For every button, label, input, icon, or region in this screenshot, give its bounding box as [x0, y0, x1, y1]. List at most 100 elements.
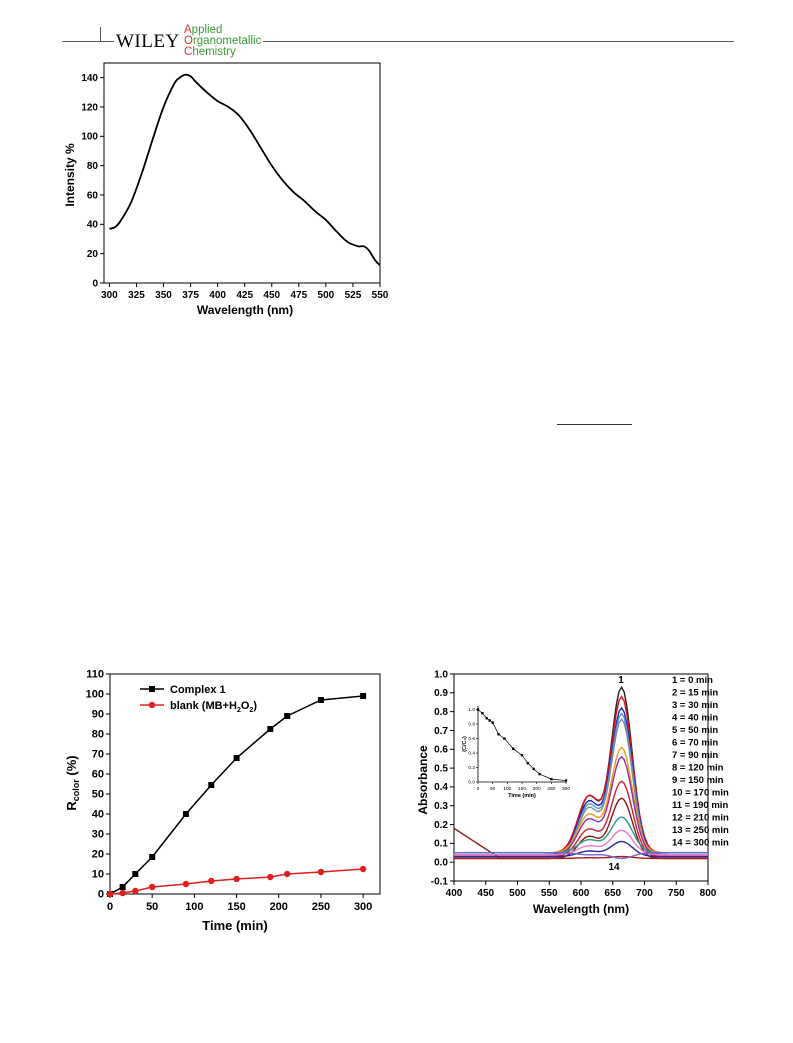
- uv-y-tick-label: -0.1: [431, 876, 449, 887]
- inset-point: [550, 777, 553, 781]
- inset-point: [526, 761, 530, 765]
- pl-x-tick-label: 475: [290, 290, 307, 301]
- header-tick: [100, 27, 101, 41]
- pl-x-axis-label: Wavelength (nm): [197, 303, 293, 317]
- rc-y-tick-label: 20: [92, 849, 104, 861]
- inset-point: [538, 772, 541, 776]
- rc-legend-complex1: Complex 1: [170, 684, 226, 696]
- inset-series-line: [477, 709, 567, 781]
- inset-point: [497, 733, 500, 736]
- rc-y-tick-label: 100: [86, 689, 104, 701]
- rc-x-tick-label: 100: [185, 901, 203, 913]
- rc-x-tick-label: 150: [227, 901, 245, 913]
- uv-x-tick-label: 500: [509, 888, 526, 899]
- uv-legend-item-9: 9 = 150 min: [672, 775, 724, 786]
- pl-x-tick-label: 500: [318, 290, 335, 301]
- uv-legend-item-1: 1 = 0 min: [672, 675, 713, 686]
- pl-y-tick-label: 0: [92, 278, 98, 289]
- uv-legend-item-12: 12 = 210 min: [672, 813, 729, 824]
- pl-y-axis-label: Intensity %: [63, 143, 77, 207]
- pl-x-tick-label: 350: [155, 290, 172, 301]
- journal-logo: Applied Organometallic Chemistry: [182, 24, 264, 58]
- pl-series-line: [109, 73, 381, 267]
- publisher-logo: WILEY: [114, 31, 182, 53]
- inset-point: [503, 737, 506, 740]
- uv-peak-label-14: 14: [608, 862, 620, 873]
- rc-y-tick-label: 110: [86, 669, 104, 681]
- uv-y-tick-label: 0.3: [434, 801, 448, 812]
- inset-point: [485, 717, 488, 720]
- uv-x-tick-label: 550: [541, 888, 558, 899]
- rc-point-blank: [182, 880, 190, 888]
- uv-series-line-14: [454, 852, 708, 860]
- pl-frame: [103, 62, 381, 284]
- uv-legend-item-2: 2 = 15 min: [672, 688, 718, 699]
- inset-point: [488, 719, 491, 722]
- inset-y-tick-label: 0.8: [468, 722, 475, 728]
- uv-x-axis-label: Wavelength (nm): [533, 902, 629, 916]
- pl-x-tick-label: 450: [263, 290, 280, 301]
- uv-peak-label-1: 1: [618, 675, 624, 686]
- rc-point-blank: [132, 887, 139, 895]
- rc-point-complex1: [149, 854, 156, 860]
- rc-x-axis-label: Time (min): [202, 918, 268, 933]
- rc-x-tick-label: 200: [270, 901, 288, 913]
- inset-point: [532, 767, 535, 771]
- uv-series-line-6: [454, 746, 708, 854]
- inset-point: [564, 779, 568, 782]
- uv-y-tick-label: 0.5: [434, 763, 448, 774]
- inset-point: [512, 747, 515, 750]
- pl-y-tick-label: 60: [87, 190, 99, 201]
- uv-y-tick-label: 0.7: [434, 726, 448, 737]
- inset-y-axis-label: (C/C₀): [462, 736, 468, 752]
- rc-y-tick-label: 60: [92, 769, 104, 781]
- inset-x-tick-label: 200: [533, 786, 541, 792]
- uv-legend-item-4: 4 = 40 min: [672, 713, 718, 724]
- uv-y-tick-label: 0.0: [434, 858, 448, 869]
- uv-y-tick-label: 0.8: [434, 707, 448, 718]
- uv-series-line-12: [454, 840, 708, 858]
- inset-x-tick-label: 100: [503, 786, 511, 792]
- pl-x-tick-label: 400: [209, 290, 226, 301]
- uv-series-line-13: [454, 855, 708, 860]
- inset-x-tick-label: 250: [547, 786, 555, 792]
- uv-legend-item-5: 5 = 50 min: [672, 725, 718, 736]
- rc-legend-blank: blank (MB+H2O2): [170, 700, 257, 714]
- uv-legend-item-3: 3 = 30 min: [672, 700, 718, 711]
- rc-point-blank: [283, 870, 291, 878]
- uv-series-line-3: [454, 706, 708, 856]
- uv-legend-item-10: 10 = 170 min: [672, 788, 729, 799]
- rc-point-blank: [233, 875, 240, 883]
- rc-point-blank: [317, 868, 325, 876]
- uv-x-tick-label: 450: [477, 888, 494, 899]
- rc-x-tick-label: 50: [146, 901, 158, 913]
- rc-y-tick-label: 30: [92, 829, 104, 841]
- uv-legend-item-13: 13 = 250 min: [672, 825, 729, 836]
- journal-line-1: Applied: [184, 24, 223, 36]
- header-rule: [62, 41, 734, 42]
- uv-series-line-2: [454, 695, 708, 854]
- pl-y-tick-label: 40: [87, 220, 99, 231]
- inset-y-tick-label: 0.0: [468, 780, 475, 786]
- inset-x-axis-label: Time (min): [508, 793, 536, 799]
- uv-y-tick-label: 0.9: [434, 688, 448, 699]
- inset-x-tick-label: 150: [518, 786, 526, 792]
- rc-point-complex1: [284, 713, 291, 719]
- rc-y-tick-label: 70: [92, 749, 104, 761]
- pl-x-tick-label: 525: [345, 290, 362, 301]
- rc-point-blank: [359, 865, 367, 873]
- uv-legend-item-7: 7 = 90 min: [672, 750, 718, 761]
- uv-y-tick-label: 0.4: [434, 782, 448, 793]
- rc-y-tick-label: 50: [92, 789, 104, 801]
- rc-point-complex1: [317, 697, 324, 703]
- uv-series-line-7: [454, 755, 708, 856]
- uv-legend-item-14: 14 = 300 min: [672, 838, 729, 849]
- rc-y-tick-label: 10: [92, 869, 104, 881]
- uv-x-tick-label: 400: [446, 888, 463, 899]
- rc-point-blank: [148, 883, 156, 891]
- pl-x-tick-label: 425: [236, 290, 253, 301]
